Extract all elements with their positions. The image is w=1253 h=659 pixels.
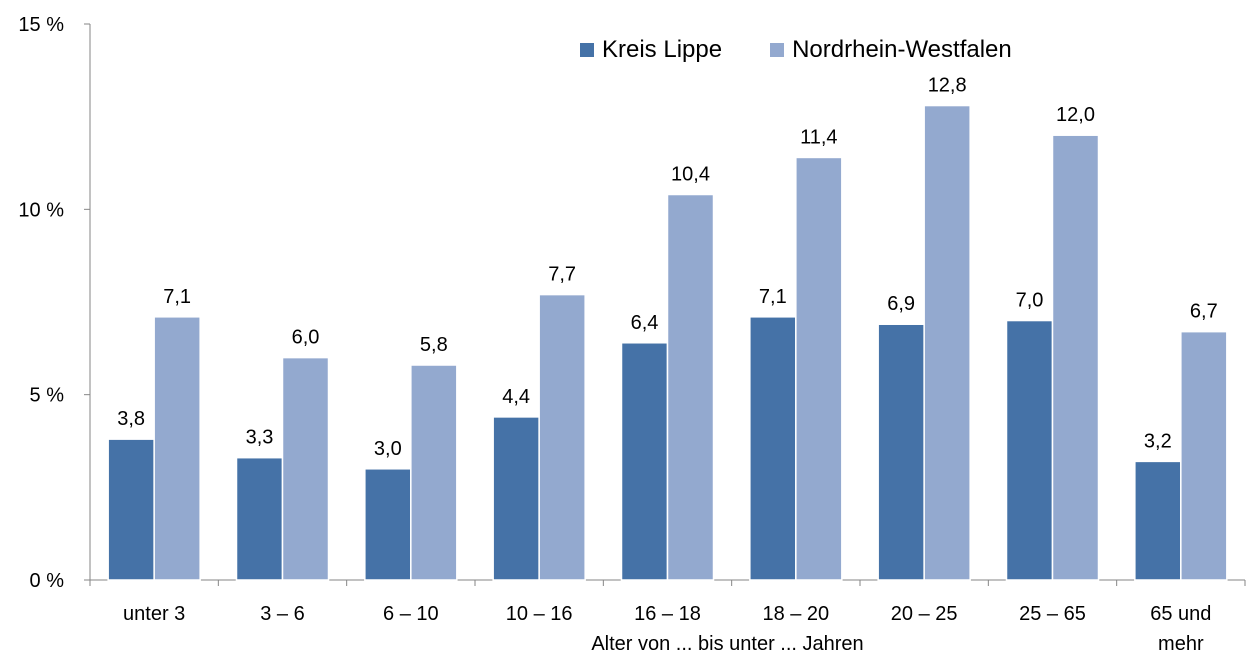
x-tick-label: 65 und bbox=[1150, 603, 1211, 625]
legend-swatch-kreis-lippe bbox=[580, 43, 594, 57]
data-label: 4,4 bbox=[502, 386, 530, 408]
x-tick-label: 20 – 25 bbox=[891, 603, 958, 625]
bar bbox=[749, 316, 797, 581]
x-tick-label: 3 – 6 bbox=[260, 603, 304, 625]
y-tick-label: 5 % bbox=[30, 385, 65, 407]
data-label: 12,8 bbox=[928, 75, 967, 97]
bar bbox=[1005, 319, 1054, 581]
data-label: 7,1 bbox=[163, 286, 191, 308]
data-label: 3,0 bbox=[374, 438, 402, 460]
bar bbox=[538, 293, 586, 581]
x-tick-label: 16 – 18 bbox=[634, 603, 701, 625]
y-tick-label: 10 % bbox=[18, 199, 64, 221]
data-label: 5,8 bbox=[420, 334, 448, 356]
data-label: 6,7 bbox=[1190, 301, 1218, 323]
bar bbox=[281, 356, 330, 581]
y-tick-label: 15 % bbox=[18, 14, 64, 36]
data-label: 7,0 bbox=[1016, 290, 1044, 312]
bar bbox=[107, 438, 155, 581]
data-label: 7,1 bbox=[759, 286, 787, 308]
bar bbox=[923, 104, 971, 581]
bar bbox=[492, 416, 540, 581]
bar bbox=[1134, 460, 1182, 581]
y-tick-label: 0 % bbox=[30, 570, 65, 592]
legend-swatch-nrw bbox=[770, 43, 785, 57]
bar bbox=[410, 364, 458, 581]
data-label: 3,8 bbox=[117, 408, 145, 430]
bar bbox=[364, 468, 412, 581]
bar bbox=[1180, 330, 1228, 581]
x-tick-label: 6 – 10 bbox=[383, 603, 439, 625]
bar bbox=[877, 323, 925, 581]
legend-item-nrw: Nordrhein-Westfalen bbox=[770, 36, 1012, 64]
data-label: 3,2 bbox=[1144, 430, 1172, 452]
data-label: 6,4 bbox=[631, 312, 659, 334]
data-label: 11,4 bbox=[800, 126, 837, 148]
bar bbox=[795, 156, 843, 581]
data-label: 6,0 bbox=[292, 327, 320, 349]
legend-item-kreis-lippe: Kreis Lippe bbox=[580, 36, 722, 64]
legend: Kreis Lippe Nordrhein-Westfalen bbox=[580, 36, 1060, 64]
x-tick-label: 10 – 16 bbox=[506, 603, 573, 625]
bar bbox=[666, 193, 715, 581]
x-tick-label: 25 – 65 bbox=[1019, 603, 1086, 625]
x-tick-label: 18 – 20 bbox=[762, 603, 829, 625]
bar bbox=[620, 342, 669, 581]
bar bbox=[153, 316, 201, 581]
data-label: 10,4 bbox=[671, 164, 710, 186]
bar bbox=[235, 456, 284, 581]
legend-label-kreis-lippe: Kreis Lippe bbox=[602, 36, 723, 63]
data-label: 6,9 bbox=[887, 293, 915, 315]
data-label: 7,7 bbox=[548, 264, 576, 286]
data-label: 12,0 bbox=[1056, 104, 1095, 126]
x-tick-label-line2: mehr bbox=[1158, 633, 1204, 655]
x-tick-label: unter 3 bbox=[123, 603, 185, 625]
x-axis-title: Alter von ... bis unter ... Jahren bbox=[591, 633, 863, 655]
legend-label-nrw: Nordrhein-Westfalen bbox=[792, 36, 1012, 63]
bar bbox=[1051, 134, 1100, 581]
data-label: 3,3 bbox=[246, 427, 274, 449]
